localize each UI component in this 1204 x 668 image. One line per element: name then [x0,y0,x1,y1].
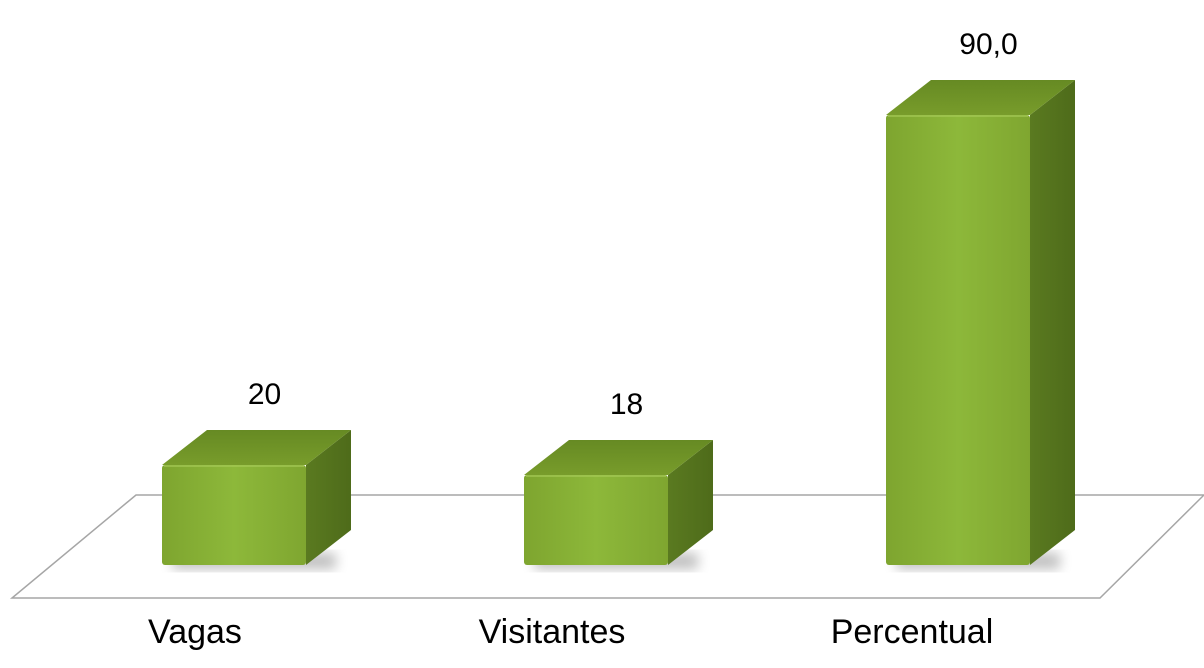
bar-side-face [1030,80,1075,565]
category-labels: Vagas Visitantes Percentual [148,613,993,651]
value-label: 20 [248,378,281,411]
value-label: 18 [610,388,643,421]
category-label-vagas: Vagas [148,613,242,651]
bar-top-face [886,80,1075,115]
bar-top-face [524,440,713,475]
category-label-visitantes: Visitantes [479,613,626,651]
floor-outline [9,494,1204,599]
chart-floor [9,494,1204,599]
category-label-percentual: Percentual [831,613,994,651]
bar-front-face [886,115,1030,565]
bar-vagas [162,430,351,569]
bar-percentual [886,80,1075,569]
bar-front-face [162,465,306,565]
bar-side-face [668,440,713,565]
value-label: 90,0 [959,28,1017,61]
bar-top-face [162,430,351,465]
bar-side-face [306,430,351,565]
bar-visitantes [524,440,713,569]
value-labels: 20 18 90,0 [248,28,1018,421]
bar-front-face [524,475,668,565]
bars [162,80,1075,569]
